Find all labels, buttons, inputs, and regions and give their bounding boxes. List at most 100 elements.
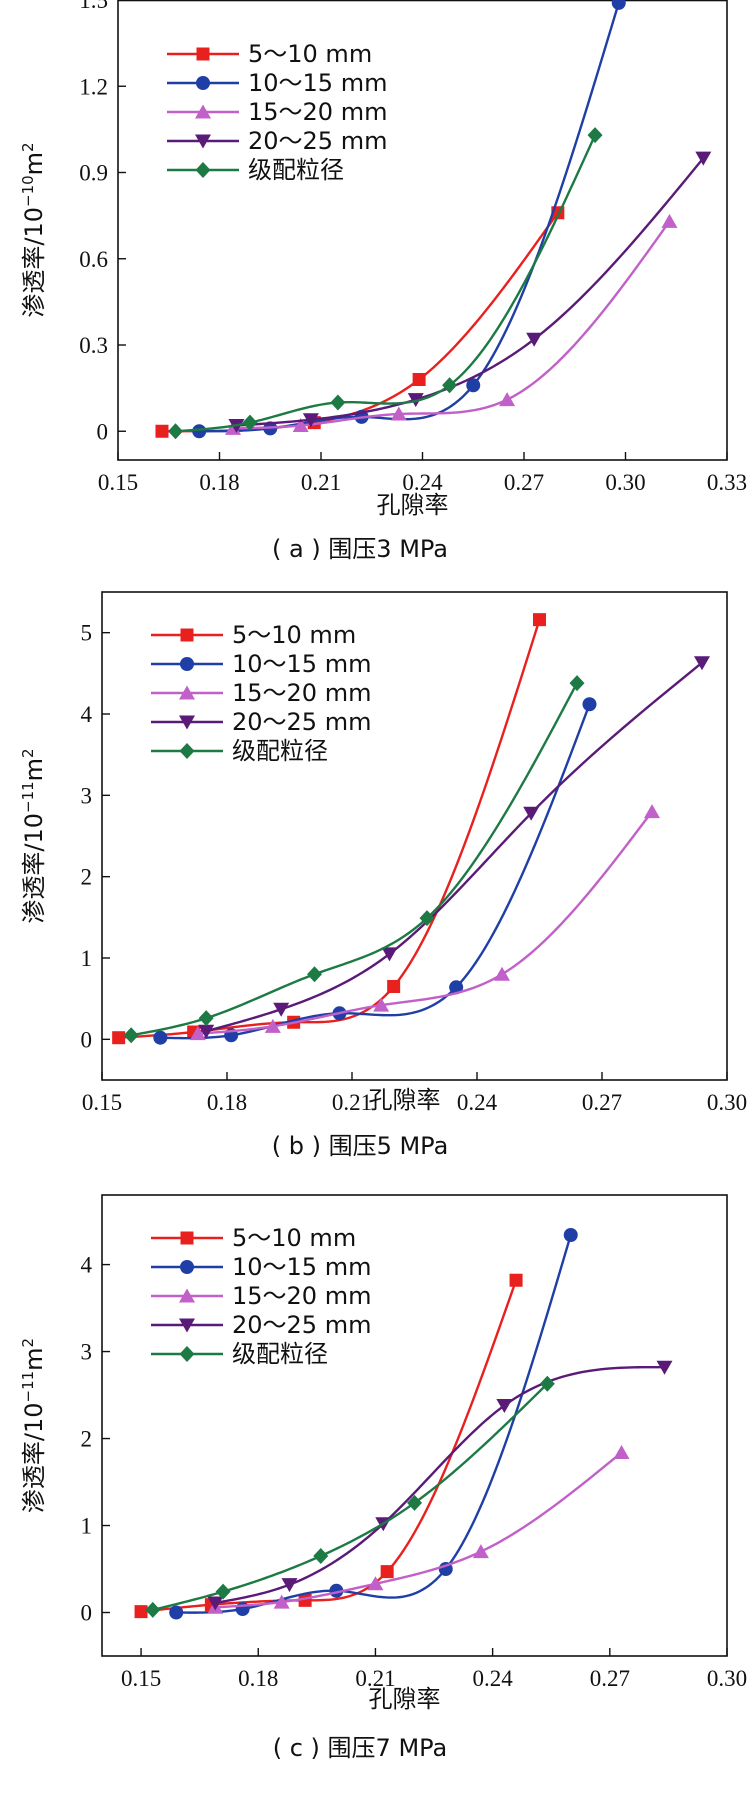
legend-label: 级配粒径 (232, 1340, 328, 1368)
y-tick-label: 1.2 (79, 74, 108, 99)
legend-marker (195, 104, 211, 119)
data-point (533, 613, 546, 627)
legend-label: 5～10 mm (232, 1224, 356, 1252)
legend-marker (196, 76, 210, 90)
x-tick-label: 0.24 (457, 1090, 498, 1115)
data-point (367, 1576, 384, 1591)
data-point (215, 1583, 231, 1600)
panel-caption: ( c ) 围压7 MPa (273, 1734, 448, 1762)
data-point (123, 1027, 139, 1044)
data-point (169, 1605, 184, 1620)
data-point (539, 1375, 555, 1392)
legend-label: 20～25 mm (232, 1311, 371, 1339)
data-point (281, 1578, 298, 1593)
data-point (207, 1596, 224, 1611)
plot-frame (101, 1194, 728, 1657)
data-point (563, 1228, 578, 1243)
data-point (134, 1605, 148, 1619)
data-point (189, 1026, 206, 1041)
y-tick-label: 0.3 (79, 333, 108, 358)
data-point (387, 979, 401, 993)
y-axis-label: 渗透率/10−11m2 (19, 1338, 48, 1513)
series-3 (225, 213, 678, 435)
data-point (381, 947, 398, 962)
data-point (695, 151, 712, 166)
x-tick-label: 0.21 (332, 1090, 372, 1115)
legend-label: 5～10 mm (248, 40, 372, 68)
x-axis-label: 孔隙率 (369, 1685, 441, 1713)
series-5 (145, 1375, 555, 1618)
y-tick-label: 3 (81, 1340, 93, 1365)
y-tick-label: 0 (81, 1601, 93, 1626)
y-axis-label-main: 渗透率/10 (20, 1402, 48, 1513)
data-point (235, 1602, 250, 1617)
x-axis-label: 孔隙率 (369, 1086, 441, 1114)
legend-marker (180, 1231, 194, 1245)
series-line (161, 212, 559, 433)
x-tick-label: 0.18 (238, 1666, 278, 1691)
y-tick-label: 0 (81, 1027, 93, 1052)
x-tick-label: 0.18 (199, 470, 239, 495)
y-axis-label-unit: m (20, 758, 48, 781)
legend-label: 5～10 mm (232, 621, 356, 649)
y-tick-label: 3 (81, 783, 93, 808)
x-tick-label: 0.24 (473, 1666, 514, 1691)
series-line (233, 220, 671, 430)
series-5 (123, 675, 585, 1044)
series-line (175, 134, 597, 433)
series-line (140, 1279, 518, 1613)
y-tick-label: 1 (81, 1514, 93, 1539)
y-tick-label: 5 (81, 621, 93, 646)
y-tick-label: 1 (81, 946, 93, 971)
y-tick-label: 4 (81, 702, 93, 727)
y-axis-label-main: 渗透率/10 (20, 813, 48, 924)
y-axis-label-unit-exponent: 2 (19, 142, 37, 152)
x-tick-label: 0.30 (707, 1090, 747, 1115)
x-tick-label: 0.15 (121, 1666, 161, 1691)
series-2 (153, 697, 597, 1045)
data-point (644, 804, 660, 819)
data-point (373, 997, 390, 1012)
legend-label: 20～25 mm (248, 127, 387, 155)
y-tick-label: 1.5 (79, 0, 108, 13)
legend-marker (179, 743, 195, 759)
data-point (442, 377, 458, 394)
data-point (523, 806, 540, 821)
y-axis-label: 渗透率/10−11m2 (19, 748, 48, 923)
data-point (198, 1010, 214, 1027)
legend-label: 15～20 mm (232, 679, 371, 707)
data-point (302, 413, 319, 428)
data-point (412, 373, 426, 386)
x-axis-label: 孔隙率 (377, 491, 449, 519)
data-point (449, 980, 464, 995)
data-point (569, 675, 585, 692)
data-point (273, 1594, 290, 1609)
data-point (168, 423, 184, 440)
y-axis-label: 渗透率/10−10m2 (19, 142, 48, 317)
y-tick-label: 2 (81, 865, 93, 890)
legend-marker (179, 1346, 195, 1362)
legend-marker (180, 1260, 194, 1274)
legend-label: 15～20 mm (232, 1282, 371, 1310)
series-line (160, 703, 591, 1040)
legend-marker (179, 1318, 195, 1333)
data-point (155, 424, 169, 438)
data-point (656, 1360, 673, 1375)
plot-frame (101, 591, 728, 1081)
data-point (694, 656, 710, 671)
legend-label: 10～15 mm (232, 1253, 371, 1281)
series-5 (168, 127, 603, 440)
x-tick-label: 0.21 (301, 470, 341, 495)
data-point (466, 378, 481, 393)
legend-label: 15～20 mm (248, 98, 387, 126)
x-tick-label: 0.18 (207, 1090, 247, 1115)
data-point (264, 1018, 281, 1033)
x-tick-label: 0.27 (504, 470, 544, 495)
series-4 (228, 151, 712, 433)
series-4 (207, 1360, 673, 1611)
data-point (499, 392, 516, 407)
y-axis-label-exponent: −10 (19, 175, 37, 207)
legend-label: 级配粒径 (232, 737, 328, 765)
